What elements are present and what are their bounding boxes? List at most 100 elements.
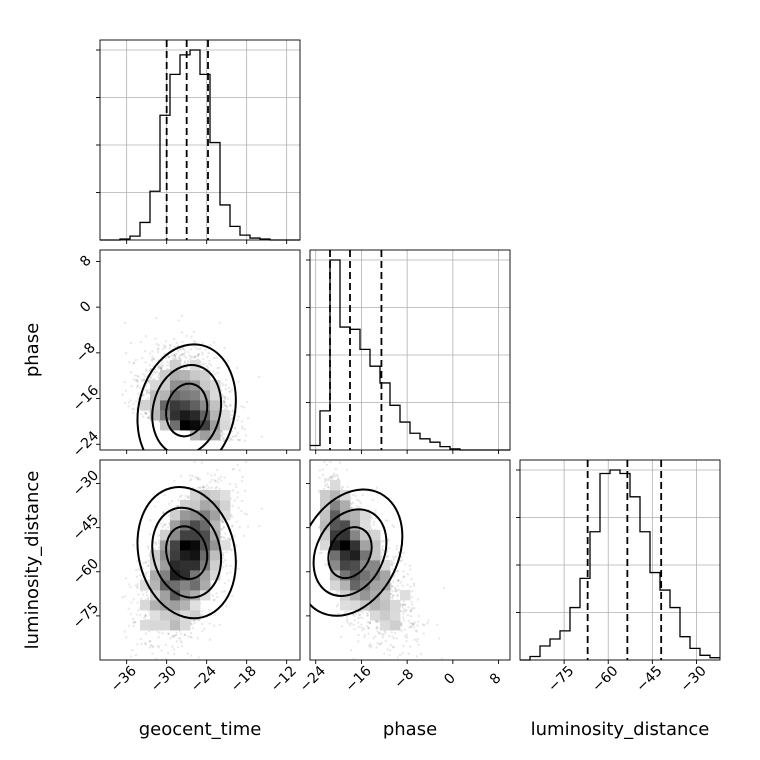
sample-point [199,614,203,617]
sample-point [149,377,152,380]
sample-point [184,356,188,359]
sample-point [229,571,232,574]
sample-point [221,535,224,539]
sample-point [169,637,172,640]
sample-point [224,532,227,535]
sample-point [182,352,185,356]
sample-point [150,376,153,379]
sample-point [186,350,190,354]
sample-point [197,353,200,356]
sample-point [208,638,212,641]
sample-point [155,370,159,374]
sample-point [193,356,197,359]
sample-point [168,502,171,506]
sample-point [218,487,221,490]
sample-point [191,626,195,630]
sample-point [192,339,196,343]
sample-point [123,381,126,384]
sample-point [147,417,150,420]
density-cell [150,400,161,411]
sample-point [148,639,152,643]
sample-point [156,350,160,354]
sample-point [134,621,137,624]
sample-point [173,345,176,349]
sample-point [179,639,182,643]
sample-point [222,433,225,436]
sample-point [201,610,204,613]
sample-point [142,378,146,382]
density-panel-geocent_time-phase [96,249,301,454]
sample-point [243,439,247,443]
sample-point [243,427,247,431]
density-cell [190,410,201,421]
density-cell [180,400,191,411]
sample-point [151,355,154,358]
density-cell [190,370,201,381]
sample-point [237,380,240,383]
sample-point [219,479,223,482]
sample-point [129,399,132,402]
sample-point [228,482,232,486]
sample-point [172,353,176,356]
density-cell [170,410,181,421]
sample-point [185,366,188,369]
sample-point [140,597,143,601]
sample-point [169,344,172,347]
sample-point [172,635,176,638]
sample-point [235,434,238,437]
sample-point [240,479,244,483]
sample-point [212,624,216,627]
sample-point [222,526,225,530]
sample-point [132,598,135,601]
sample-point [124,351,128,355]
sample-point [233,535,236,538]
sample-point [147,416,150,419]
sample-point [257,525,261,528]
sample-point [142,561,145,565]
sample-point [187,495,190,498]
sample-point [185,334,189,338]
sample-point [227,386,231,389]
sample-point [193,344,196,348]
sample-point [199,347,202,350]
sample-point [144,613,147,616]
sample-point [161,525,164,529]
sample-point [136,601,139,604]
sample-point [191,474,194,478]
sample-point [127,624,131,628]
sample-point [180,314,184,317]
sample-point [228,439,231,442]
sample-point [231,435,234,439]
histogram-phase [310,259,510,451]
sample-point [136,582,140,586]
sample-point [161,511,165,515]
sample-point [143,375,146,378]
sample-point [148,364,152,367]
sample-point [164,340,168,343]
sample-point [179,632,182,635]
sample-point [157,374,160,377]
sample-point [127,401,130,404]
density-cell [190,390,201,401]
sample-point [236,419,239,422]
density-cell [170,370,181,381]
density-cell [200,380,211,391]
sample-point [183,352,186,355]
sample-point [127,405,130,408]
sample-point [203,362,206,366]
sample-point [154,337,157,340]
sample-point [194,340,197,344]
sample-point [155,342,159,346]
sample-point [208,622,211,625]
sample-point [179,358,183,362]
sample-point [222,566,225,569]
sample-point [221,437,225,440]
sample-point [223,403,227,407]
sample-point [257,375,261,379]
histogram-luminosity_distance [520,469,720,661]
sample-point [209,480,212,484]
sample-point [172,648,176,651]
sample-point [138,386,142,389]
sample-point [222,399,225,402]
sample-point [180,641,183,645]
